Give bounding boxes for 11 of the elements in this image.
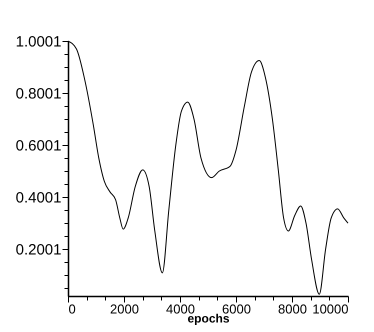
x-tick-label: 10000 <box>312 302 348 316</box>
y-tick-label: 0.2001 <box>16 242 62 259</box>
x-tick-label: 6000 <box>222 302 251 316</box>
x-tick-label: 2000 <box>110 302 139 316</box>
y-tick-label: 1.0001 <box>16 34 62 50</box>
x-tick-label: 8000 <box>278 302 307 316</box>
y-tick-label: 0.8001 <box>16 86 62 103</box>
x-tick-label: 0 <box>68 302 76 316</box>
y-tick-label: 0.6001 <box>16 138 62 155</box>
y-tick-label: 0.4001 <box>16 190 62 207</box>
x-tick-label: 4000 <box>166 302 195 316</box>
